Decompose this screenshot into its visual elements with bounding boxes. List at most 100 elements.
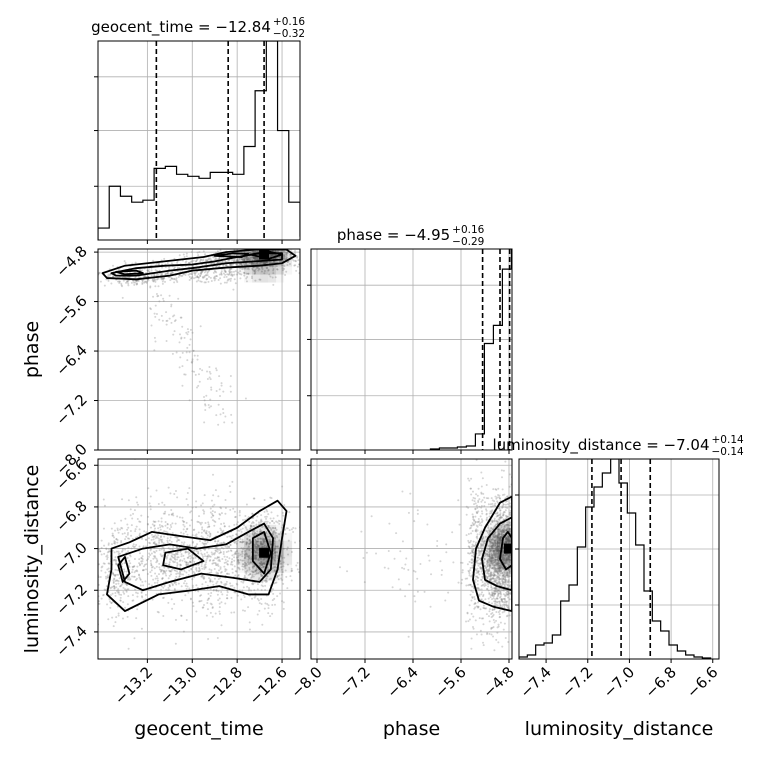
scatter-point [508, 598, 511, 601]
panel-frame [518, 458, 720, 660]
scatter-point [487, 569, 490, 572]
scatter-point [163, 570, 166, 573]
scatter-point [221, 260, 224, 263]
scatter-point [229, 269, 232, 272]
scatter-point [490, 560, 493, 563]
scatter-point [494, 542, 497, 545]
scatter-point [229, 270, 232, 273]
scatter-point [471, 499, 474, 502]
scatter-point [238, 272, 241, 275]
scatter-point [204, 531, 207, 534]
scatter-point [219, 513, 222, 516]
scatter-point [204, 566, 207, 569]
scatter-point [260, 564, 263, 567]
scatter-point [268, 578, 271, 581]
scatter-point [254, 257, 257, 260]
scatter-point [216, 258, 219, 261]
scatter-point [285, 527, 288, 530]
scatter-point [255, 266, 258, 269]
scatter-point [507, 535, 510, 538]
scatter-point [206, 557, 209, 560]
scatter-point [482, 595, 485, 598]
scatter-point [256, 597, 259, 600]
scatter-point [141, 537, 144, 540]
scatter-point [135, 617, 138, 620]
scatter-point [238, 561, 241, 564]
scatter-point [259, 537, 262, 540]
scatter-point [235, 550, 238, 553]
scatter-point [248, 542, 251, 545]
scatter-point [259, 278, 262, 281]
scatter-point [148, 542, 151, 545]
scatter-point [157, 527, 160, 530]
scatter-point [500, 589, 503, 592]
scatter-point [217, 495, 220, 498]
scatter-point [283, 556, 286, 559]
scatter-point [285, 254, 288, 257]
scatter-point [261, 565, 264, 568]
scatter-point [507, 538, 510, 541]
scatter-point [241, 565, 244, 568]
scatter-point [154, 269, 157, 272]
scatter-point [255, 569, 258, 572]
scatter-point [499, 524, 502, 527]
scatter-point [202, 512, 205, 515]
scatter-point [152, 280, 155, 283]
scatter-point [143, 565, 146, 568]
scatter-point [203, 564, 206, 567]
density-cell [260, 556, 269, 565]
scatter-point [493, 604, 496, 607]
scatter-point [257, 572, 260, 575]
scatter-point [242, 262, 245, 265]
scatter-point [170, 277, 173, 280]
scatter-point [153, 279, 156, 282]
density-cell [252, 274, 261, 283]
scatter-point [178, 539, 181, 542]
scatter-point [281, 571, 284, 574]
scatter-point [107, 273, 110, 276]
scatter-point [191, 506, 194, 509]
scatter-point [197, 531, 200, 534]
scatter-point [113, 522, 116, 525]
scatter-point [245, 572, 248, 575]
scatter-point [500, 577, 503, 580]
scatter-point [248, 256, 251, 259]
scatter-point [179, 563, 182, 566]
scatter-point [503, 557, 506, 560]
scatter-point [170, 525, 173, 528]
scatter-point [114, 560, 117, 563]
scatter-point [115, 538, 118, 541]
scatter-point [234, 552, 237, 555]
scatter-point [499, 515, 502, 518]
scatter-point [248, 258, 251, 261]
density-cell [284, 565, 292, 573]
scatter-point [499, 537, 502, 540]
scatter-point [290, 567, 293, 570]
scatter-point [174, 319, 177, 322]
scatter-point [114, 529, 117, 532]
scatter-point [190, 277, 193, 280]
scatter-point [249, 524, 252, 527]
scatter-point [181, 351, 184, 354]
scatter-point [224, 582, 227, 585]
density-cell [236, 548, 245, 557]
scatter-point [255, 540, 258, 543]
scatter-point [176, 551, 179, 554]
scatter-point [233, 273, 236, 276]
scatter-point [114, 579, 117, 582]
scatter-point [485, 518, 488, 521]
density-cell [276, 573, 284, 581]
scatter-point [233, 278, 236, 281]
scatter-point [257, 578, 260, 581]
scatter-point [268, 539, 271, 542]
scatter-point [201, 574, 204, 577]
scatter-point [214, 511, 217, 514]
scatter-point [116, 562, 119, 565]
scatter-point [218, 552, 221, 555]
scatter-point [473, 503, 476, 506]
scatter-point [508, 585, 511, 588]
scatter-point [272, 517, 275, 520]
scatter-point [255, 568, 258, 571]
scatter-point [486, 575, 489, 578]
scatter-point [127, 280, 130, 283]
